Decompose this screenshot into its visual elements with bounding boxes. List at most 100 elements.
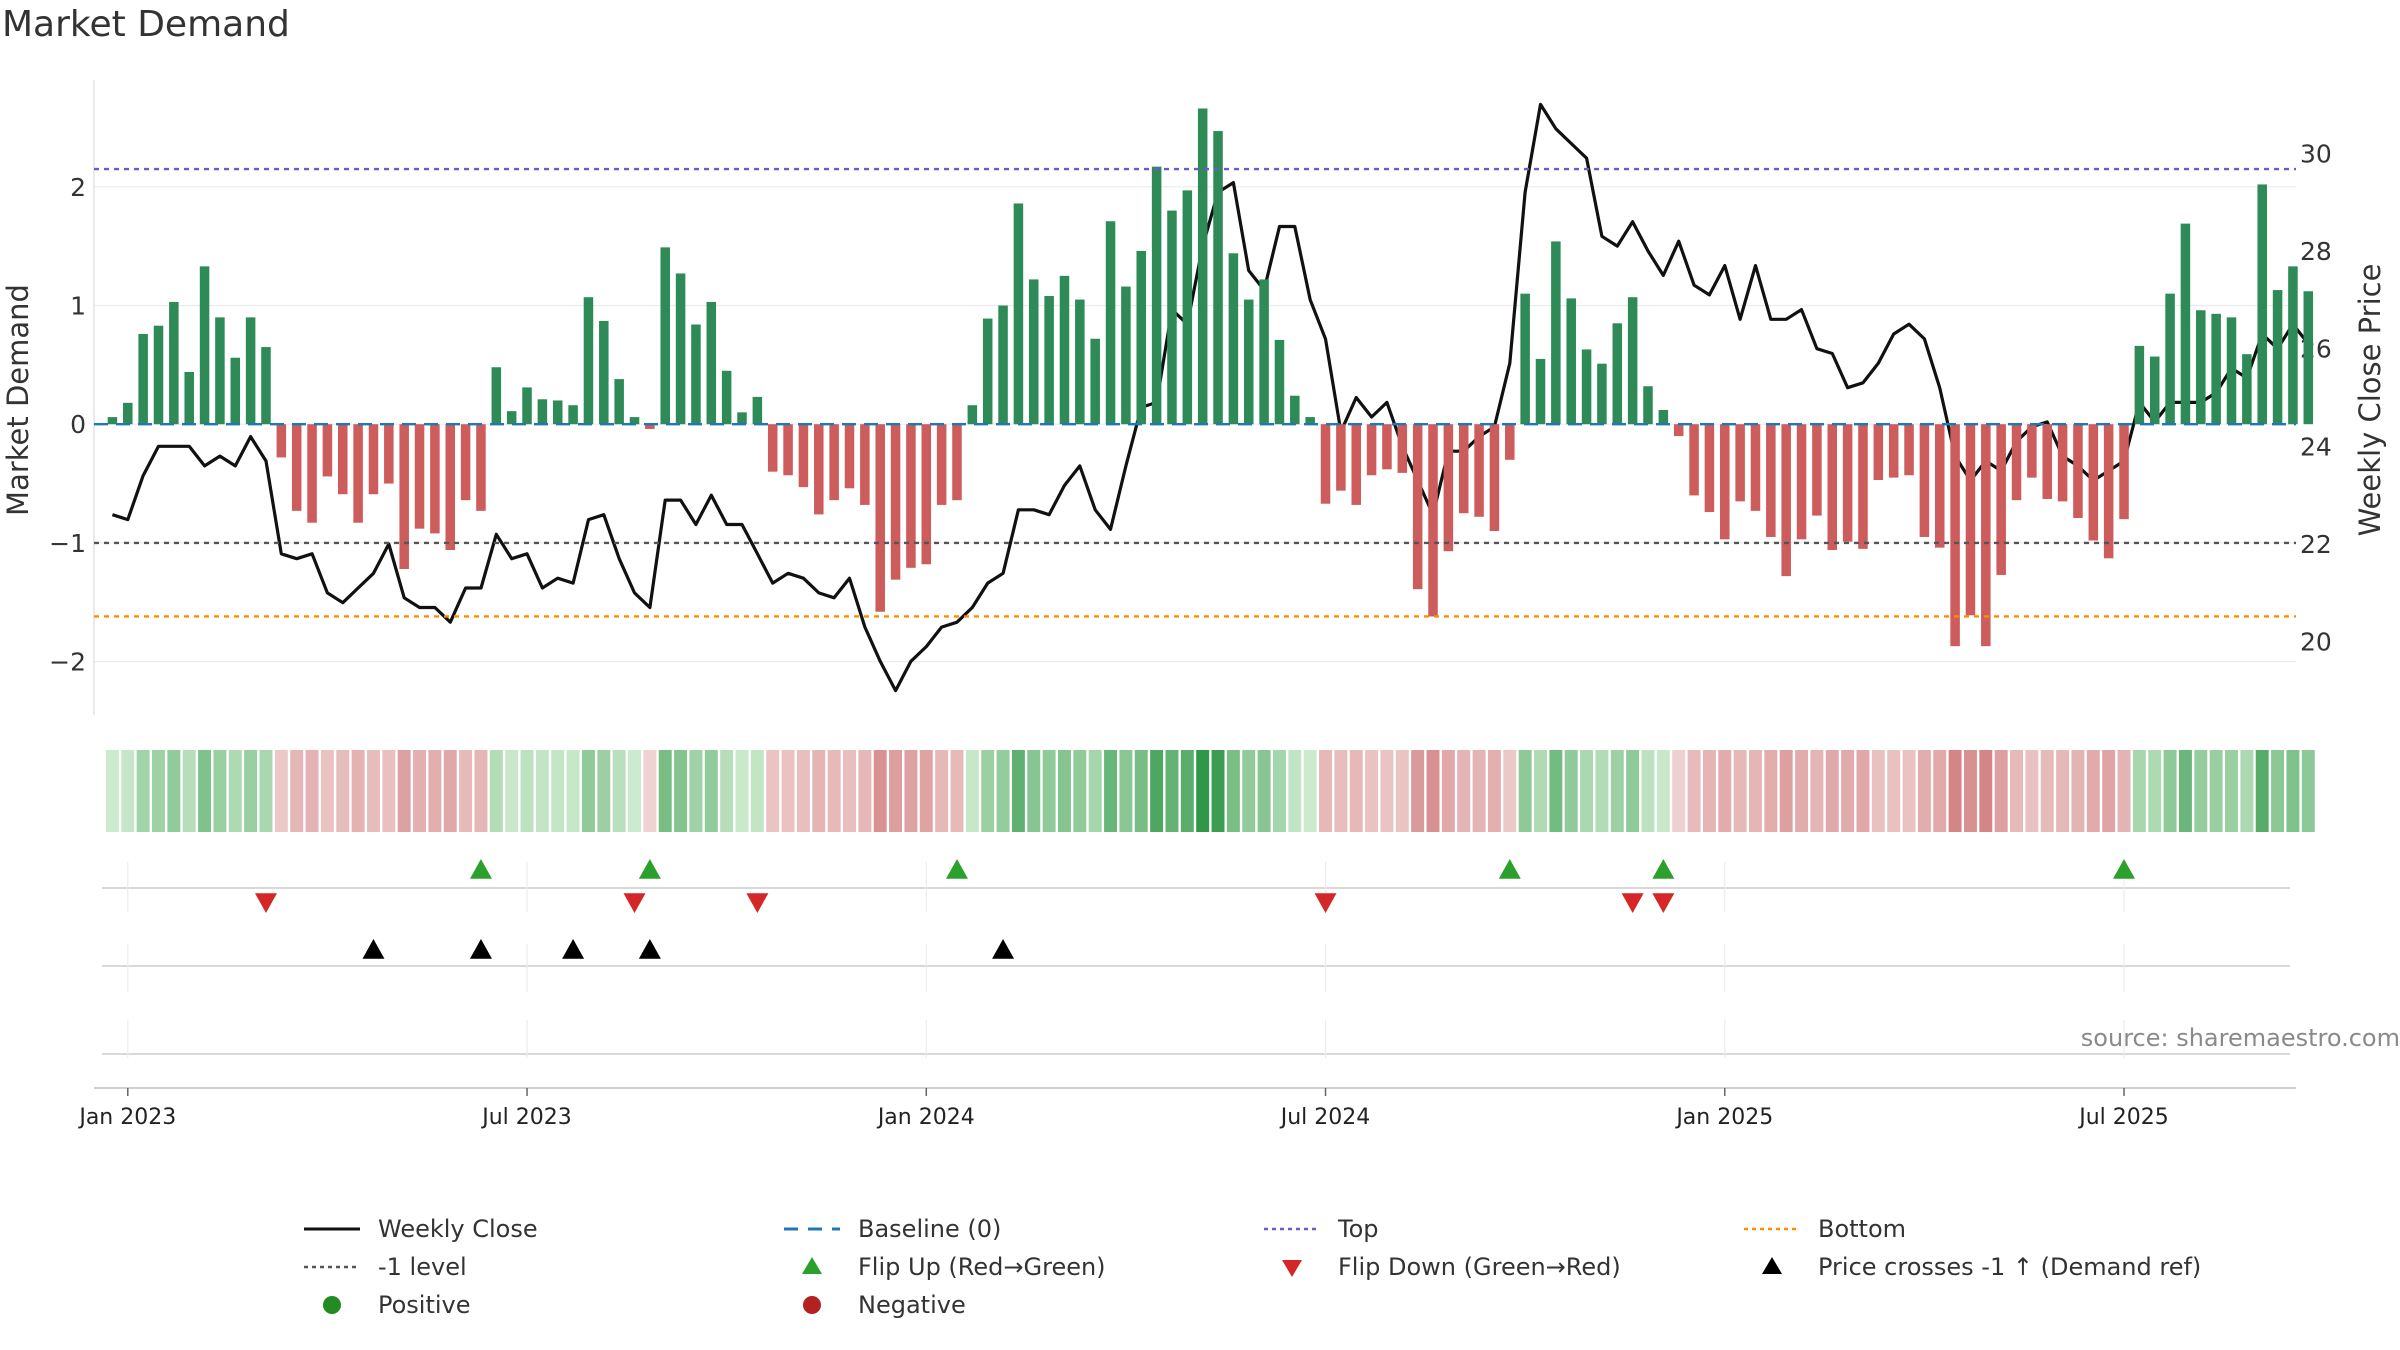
demand-bar [1873, 424, 1884, 480]
demand-bar [982, 318, 993, 425]
demand-bar [1520, 293, 1530, 425]
demand-bar [1105, 221, 1116, 425]
demand-bar [906, 424, 916, 568]
demand-bar [967, 405, 978, 425]
demand-bar [1290, 395, 1300, 425]
heat-strip-cell [996, 750, 1010, 832]
heat-strip-cell [873, 750, 887, 832]
demand-bar [1259, 279, 1269, 425]
demand-bar [1182, 190, 1193, 425]
heat-strip-cell [2163, 750, 2177, 832]
heat-strip-cell [136, 750, 150, 832]
demand-bar [1643, 386, 1653, 425]
heat-strip-cell [182, 750, 196, 832]
demand-bar [1243, 299, 1254, 425]
heat-strip-cell [2010, 750, 2024, 832]
demand-bar [506, 411, 517, 425]
heat-strip-cell [1564, 750, 1578, 832]
heat-strip-cell [1733, 750, 1747, 832]
heat-strip-cell [1503, 750, 1517, 832]
demand-bar [215, 317, 225, 425]
flip-up-marker [1498, 859, 1521, 879]
demand-bar [2288, 266, 2298, 425]
demand-bar [706, 301, 717, 425]
heat-strip-cell [2286, 750, 2300, 832]
demand-bar [1581, 349, 1592, 425]
price-cross-marker [469, 939, 492, 959]
heat-strip-cell [965, 750, 979, 832]
demand-bar [1720, 424, 1730, 540]
heat-strip-cell [1196, 750, 1210, 832]
x-tick-label: Jul 2023 [480, 1105, 572, 1130]
heat-strip-cell [1380, 750, 1394, 832]
demand-bar [1566, 298, 1576, 425]
demand-bar [599, 320, 609, 425]
legend-item: Flip Down (Green→Red) [1260, 1248, 1621, 1286]
heat-strip-cell [781, 750, 795, 832]
demand-bar [138, 334, 148, 425]
demand-bar [583, 297, 594, 425]
heat-strip-cell [1457, 750, 1471, 832]
demand-bar [230, 357, 241, 425]
legend-label: Negative [858, 1291, 966, 1319]
heat-strip-cell [1702, 750, 1716, 832]
right-tick-label: 20 [2300, 628, 2332, 657]
heat-strip-cell [274, 750, 288, 832]
heat-strip-cell [1534, 750, 1547, 832]
flip-down-marker [1314, 893, 1337, 913]
heat-strip-cell [2056, 750, 2070, 832]
heat-strip-cell [628, 750, 641, 832]
demand-bar [368, 424, 379, 495]
heat-strip-cell [1917, 750, 1931, 832]
heat-strip-cell [1042, 750, 1056, 832]
demand-bar [1673, 424, 1684, 437]
heat-strip-cell [735, 750, 749, 832]
left-tick-label: 2 [70, 173, 86, 202]
demand-bar [2134, 345, 2145, 425]
source-note: source: sharemaestro.com [2080, 1024, 2400, 1052]
heat-strip-cell [1088, 750, 1102, 832]
demand-bar [384, 424, 394, 484]
demand-bar [675, 273, 686, 425]
demand-bar [1458, 424, 1469, 514]
heat-strip-cell [1011, 750, 1025, 832]
heat-strip-cell [1963, 750, 1977, 832]
heat-strip-cell [2225, 750, 2238, 832]
demand-bar [814, 424, 824, 515]
heat-strip-cell [1718, 750, 1732, 832]
heat-strip-cell [1549, 750, 1563, 832]
demand-bar [1735, 424, 1745, 502]
heat-strip-cell [551, 750, 565, 832]
demand-bar [2165, 293, 2175, 425]
heat-strip-cell [2071, 750, 2085, 832]
legend-item: Flip Up (Red→Green) [780, 1248, 1106, 1286]
heat-strip-cell [1272, 750, 1286, 832]
heat-strip-cell [1841, 750, 1855, 832]
heat-strip-cell [290, 750, 304, 832]
heat-strip-cell [366, 750, 380, 832]
heat-strip-cell [1887, 750, 1901, 832]
demand-bars-layer [107, 108, 2314, 647]
demand-bar [1029, 279, 1039, 425]
demand-bar [445, 424, 456, 551]
demand-bar [1228, 253, 1239, 425]
heat-strip-cell [904, 750, 918, 832]
demand-bar [153, 325, 164, 425]
demand-bar [291, 424, 302, 511]
heat-strip-cell [1226, 750, 1240, 832]
heat-strip-cell [2271, 750, 2285, 832]
demand-bar [1167, 210, 1177, 425]
heat-strip-cell [612, 750, 626, 832]
heat-strip-cell [1104, 750, 1118, 832]
demand-bar [2057, 424, 2068, 502]
weekly-close-line [111, 102, 2310, 693]
demand-bar [1950, 424, 1960, 647]
heat-strip-layer [105, 750, 2315, 832]
demand-bar [875, 424, 885, 612]
demand-bar [645, 424, 655, 429]
flip-up-marker [945, 859, 968, 879]
x-axis-layer: Jan 2023 Jul 2023 Jan 2024 Jul 2024 Jan 2025… [77, 1087, 2296, 1130]
heat-strip-cell [535, 750, 549, 832]
heat-strip-cell [1656, 750, 1670, 832]
demand-bar [1474, 424, 1484, 517]
